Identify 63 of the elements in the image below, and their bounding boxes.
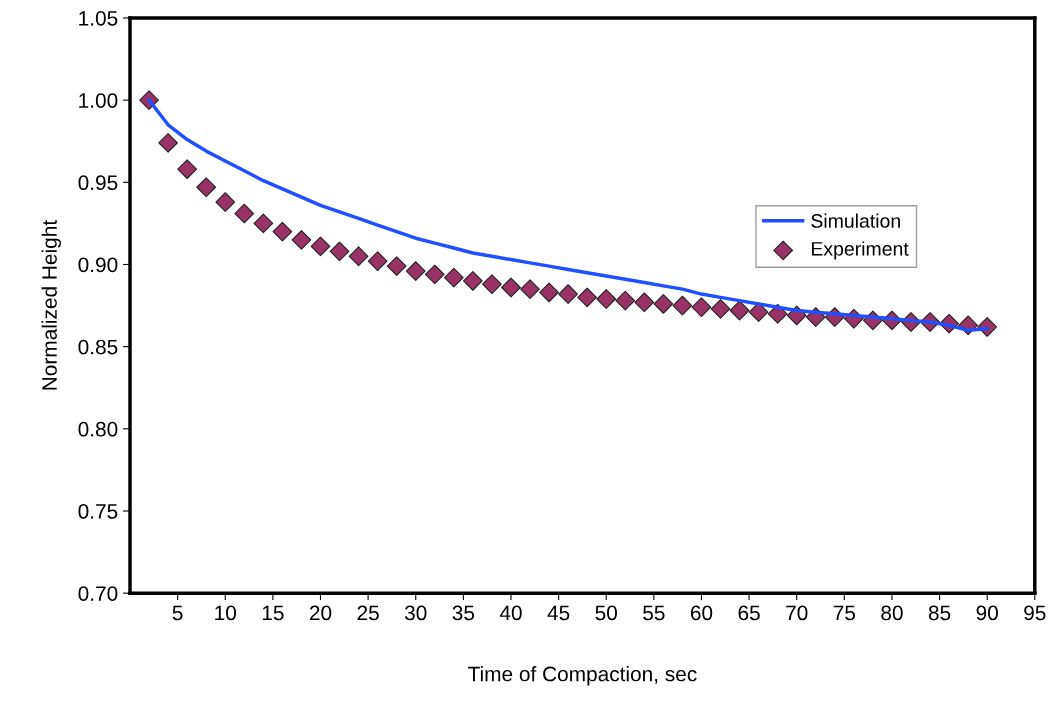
y-tick-label: 0.75 [78,504,118,519]
point [710,298,731,319]
x-tick-label: 90 [976,605,998,621]
point [253,213,274,234]
point [329,241,350,262]
point [443,267,464,288]
point [691,297,712,318]
x-tick-label: 25 [357,605,379,621]
point [634,292,655,313]
point [539,282,559,303]
x-tick-label: 35 [452,605,475,621]
point [482,274,502,295]
legend-label: Experiment [811,241,909,260]
point [196,177,217,198]
point [367,251,388,272]
x-tick-label: 95 [1024,605,1046,621]
x-tick-label: 85 [928,605,951,621]
point [405,261,426,281]
point [653,294,674,314]
point [501,277,521,298]
point [596,289,617,309]
point [386,256,407,277]
x-tick-label: 75 [833,605,856,621]
y-axis-title: Normalized Height [41,220,61,390]
point [672,295,693,316]
x-tick-label: 5 [172,605,183,621]
point [615,290,636,311]
point [291,229,312,250]
y-tick-label: 0.90 [78,257,118,273]
y-tick-label: 0.85 [78,339,118,355]
y-tick-label: 1.05 [79,10,118,26]
y-tick-label: 0.80 [78,421,118,437]
point [424,264,445,285]
x-tick-label: 10 [215,605,237,621]
point [177,159,198,180]
y-tick-label: 1.00 [79,93,118,108]
point [310,236,331,257]
point [234,203,255,224]
y-tick-label: 0.70 [78,586,118,601]
point [272,221,293,242]
point [348,246,369,267]
point [748,302,769,323]
point [158,133,178,153]
point [558,284,578,304]
x-tick-label: 45 [547,605,570,621]
x-tick-label: 30 [404,605,427,621]
x-tick-label: 60 [690,605,713,621]
x-tick-label: 70 [786,605,808,621]
x-tick-label: 40 [499,605,522,621]
point [215,192,236,212]
x-tick-label: 50 [595,605,617,621]
x-tick-label: 20 [309,605,332,621]
point [577,287,598,308]
point [729,300,750,321]
x-axis-title: Time of Compaction, sec [468,666,697,686]
x-tick-label: 65 [738,605,760,621]
x-tick-label: 55 [643,605,665,621]
x-tick-label: 15 [262,605,284,621]
x-tick-label: 80 [881,605,903,621]
point [520,279,540,300]
point [463,271,483,291]
legend-label: Simulation [811,213,900,228]
y-tick-label: 0.95 [78,175,118,191]
